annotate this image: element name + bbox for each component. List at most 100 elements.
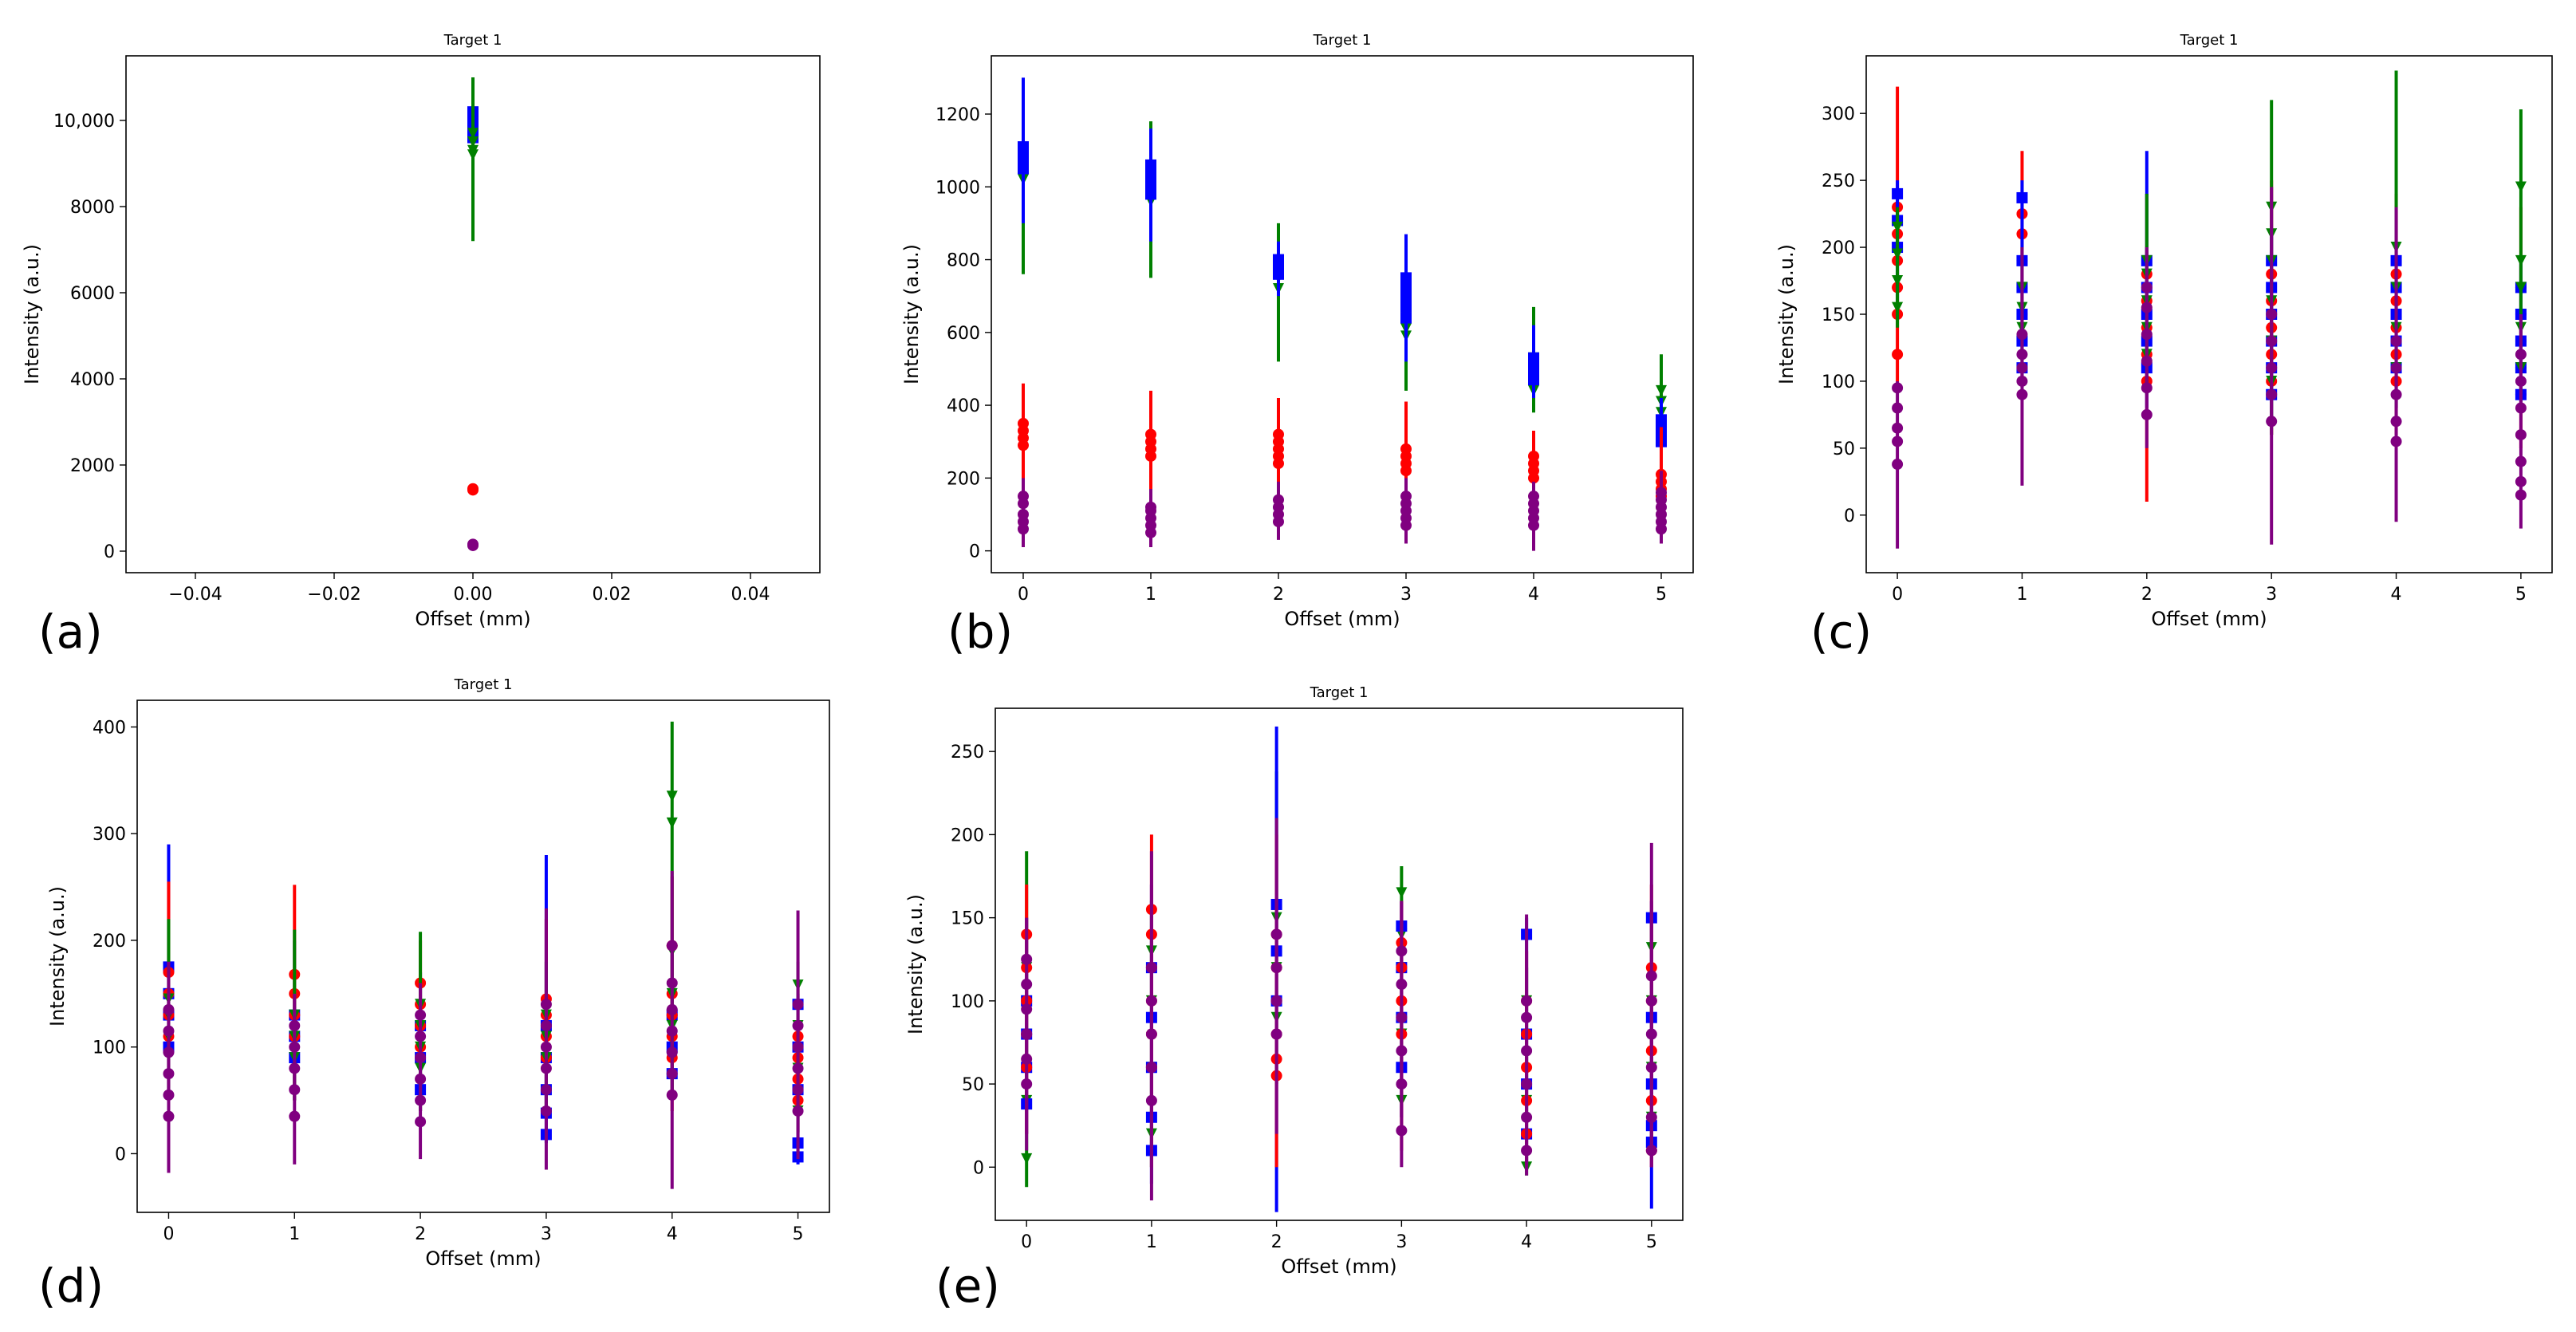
data-point	[1145, 159, 1156, 171]
data-point	[1021, 1028, 1033, 1040]
data-point	[1892, 301, 1904, 313]
data-point	[289, 1019, 301, 1031]
data-point	[1521, 1145, 1533, 1157]
data-point	[1528, 352, 1539, 364]
y-tick-label: 250	[951, 743, 984, 763]
y-tick-label: 200	[947, 469, 980, 489]
data-point	[2390, 335, 2402, 347]
data-point	[1145, 962, 1157, 974]
series-purple	[467, 538, 479, 551]
y-tick-label: 0	[973, 1158, 984, 1178]
axes-frame	[991, 55, 1694, 573]
data-point	[666, 977, 678, 989]
x-tick-label: 1	[2016, 585, 2027, 605]
data-point	[2266, 388, 2278, 400]
data-point	[1400, 290, 1412, 302]
panel-label: (e)	[935, 1259, 1000, 1313]
x-tick-label: −0.02	[307, 585, 360, 605]
data-point	[2515, 181, 2527, 193]
data-point	[2266, 309, 2278, 320]
data-point	[1521, 1111, 1533, 1123]
data-point	[666, 1003, 678, 1015]
x-tick-label: 3	[1396, 1232, 1407, 1252]
y-tick-label: 100	[1822, 372, 1855, 392]
data-point	[1400, 312, 1412, 324]
data-point	[1521, 1078, 1533, 1090]
y-tick-label: 200	[1822, 238, 1855, 258]
data-point	[1892, 382, 1904, 394]
data-point	[2515, 475, 2527, 487]
data-point	[163, 1003, 175, 1015]
data-point	[1528, 491, 1539, 502]
axes-frame	[1865, 55, 2553, 573]
series-purple	[1018, 471, 1667, 551]
data-point	[666, 817, 678, 829]
data-point	[1645, 1062, 1657, 1074]
data-point	[289, 1110, 301, 1122]
data-point	[1892, 275, 1904, 287]
data-point	[1521, 995, 1533, 1007]
x-tick-label: 0	[1892, 585, 1903, 605]
y-tick-label: 200	[93, 932, 126, 952]
x-tick-label: 4	[1528, 585, 1539, 605]
data-point	[1145, 501, 1156, 513]
data-point	[2141, 329, 2153, 341]
y-tick-label: 400	[93, 718, 126, 738]
data-point	[1396, 887, 1408, 899]
data-point	[1145, 1094, 1157, 1106]
data-point	[2141, 282, 2153, 294]
data-point	[1270, 1028, 1282, 1040]
y-tick-label: 6000	[70, 284, 115, 304]
panel-label: (b)	[947, 605, 1013, 659]
panel-label: (d)	[38, 1259, 104, 1313]
data-point	[163, 1110, 175, 1122]
y-tick-label: 50	[1833, 439, 1855, 459]
data-point	[540, 1084, 552, 1096]
data-point	[1645, 1111, 1657, 1123]
x-tick-label: 4	[1521, 1232, 1532, 1252]
data-point	[1021, 1153, 1033, 1165]
y-tick-label: 100	[93, 1038, 126, 1058]
data-point	[1396, 1078, 1408, 1090]
axes-frame	[995, 707, 1684, 1221]
series-green	[1892, 70, 2527, 435]
data-layer	[467, 77, 479, 551]
data-point	[1396, 1045, 1408, 1057]
series-red	[467, 483, 479, 496]
series-blue	[1892, 151, 2527, 422]
y-tick-label: 150	[1822, 305, 1855, 325]
data-point	[792, 999, 804, 1011]
series-green	[467, 77, 479, 242]
x-tick-label: 1	[289, 1224, 300, 1244]
data-point	[2515, 429, 2527, 441]
data-point	[666, 1089, 678, 1101]
data-point	[2266, 362, 2278, 374]
data-point	[1400, 301, 1412, 313]
data-point	[289, 1041, 301, 1053]
data-point	[1018, 417, 1029, 429]
data-point	[2266, 335, 2278, 347]
data-point	[2515, 282, 2527, 294]
y-tick-label: 300	[93, 825, 126, 845]
y-tick-label: 50	[962, 1075, 984, 1095]
data-point	[1270, 995, 1282, 1007]
x-tick-label: 5	[1656, 585, 1667, 605]
data-point	[2390, 435, 2402, 447]
data-point	[1145, 995, 1157, 1007]
data-point	[1021, 953, 1033, 965]
x-axis-label: Offset (mm)	[415, 608, 530, 630]
data-point	[666, 1068, 678, 1080]
y-tick-label: 150	[951, 909, 984, 929]
y-axis-label: Intensity (a.u.)	[900, 244, 923, 384]
data-point	[540, 1019, 552, 1031]
series-blue	[1018, 77, 1667, 453]
data-point	[467, 128, 479, 140]
data-point	[1270, 962, 1282, 974]
data-point	[2390, 362, 2402, 374]
data-point	[2016, 388, 2028, 400]
series-purple	[163, 871, 804, 1189]
data-point	[415, 1094, 427, 1106]
data-point	[666, 940, 678, 952]
y-tick-label: 4000	[70, 370, 115, 390]
